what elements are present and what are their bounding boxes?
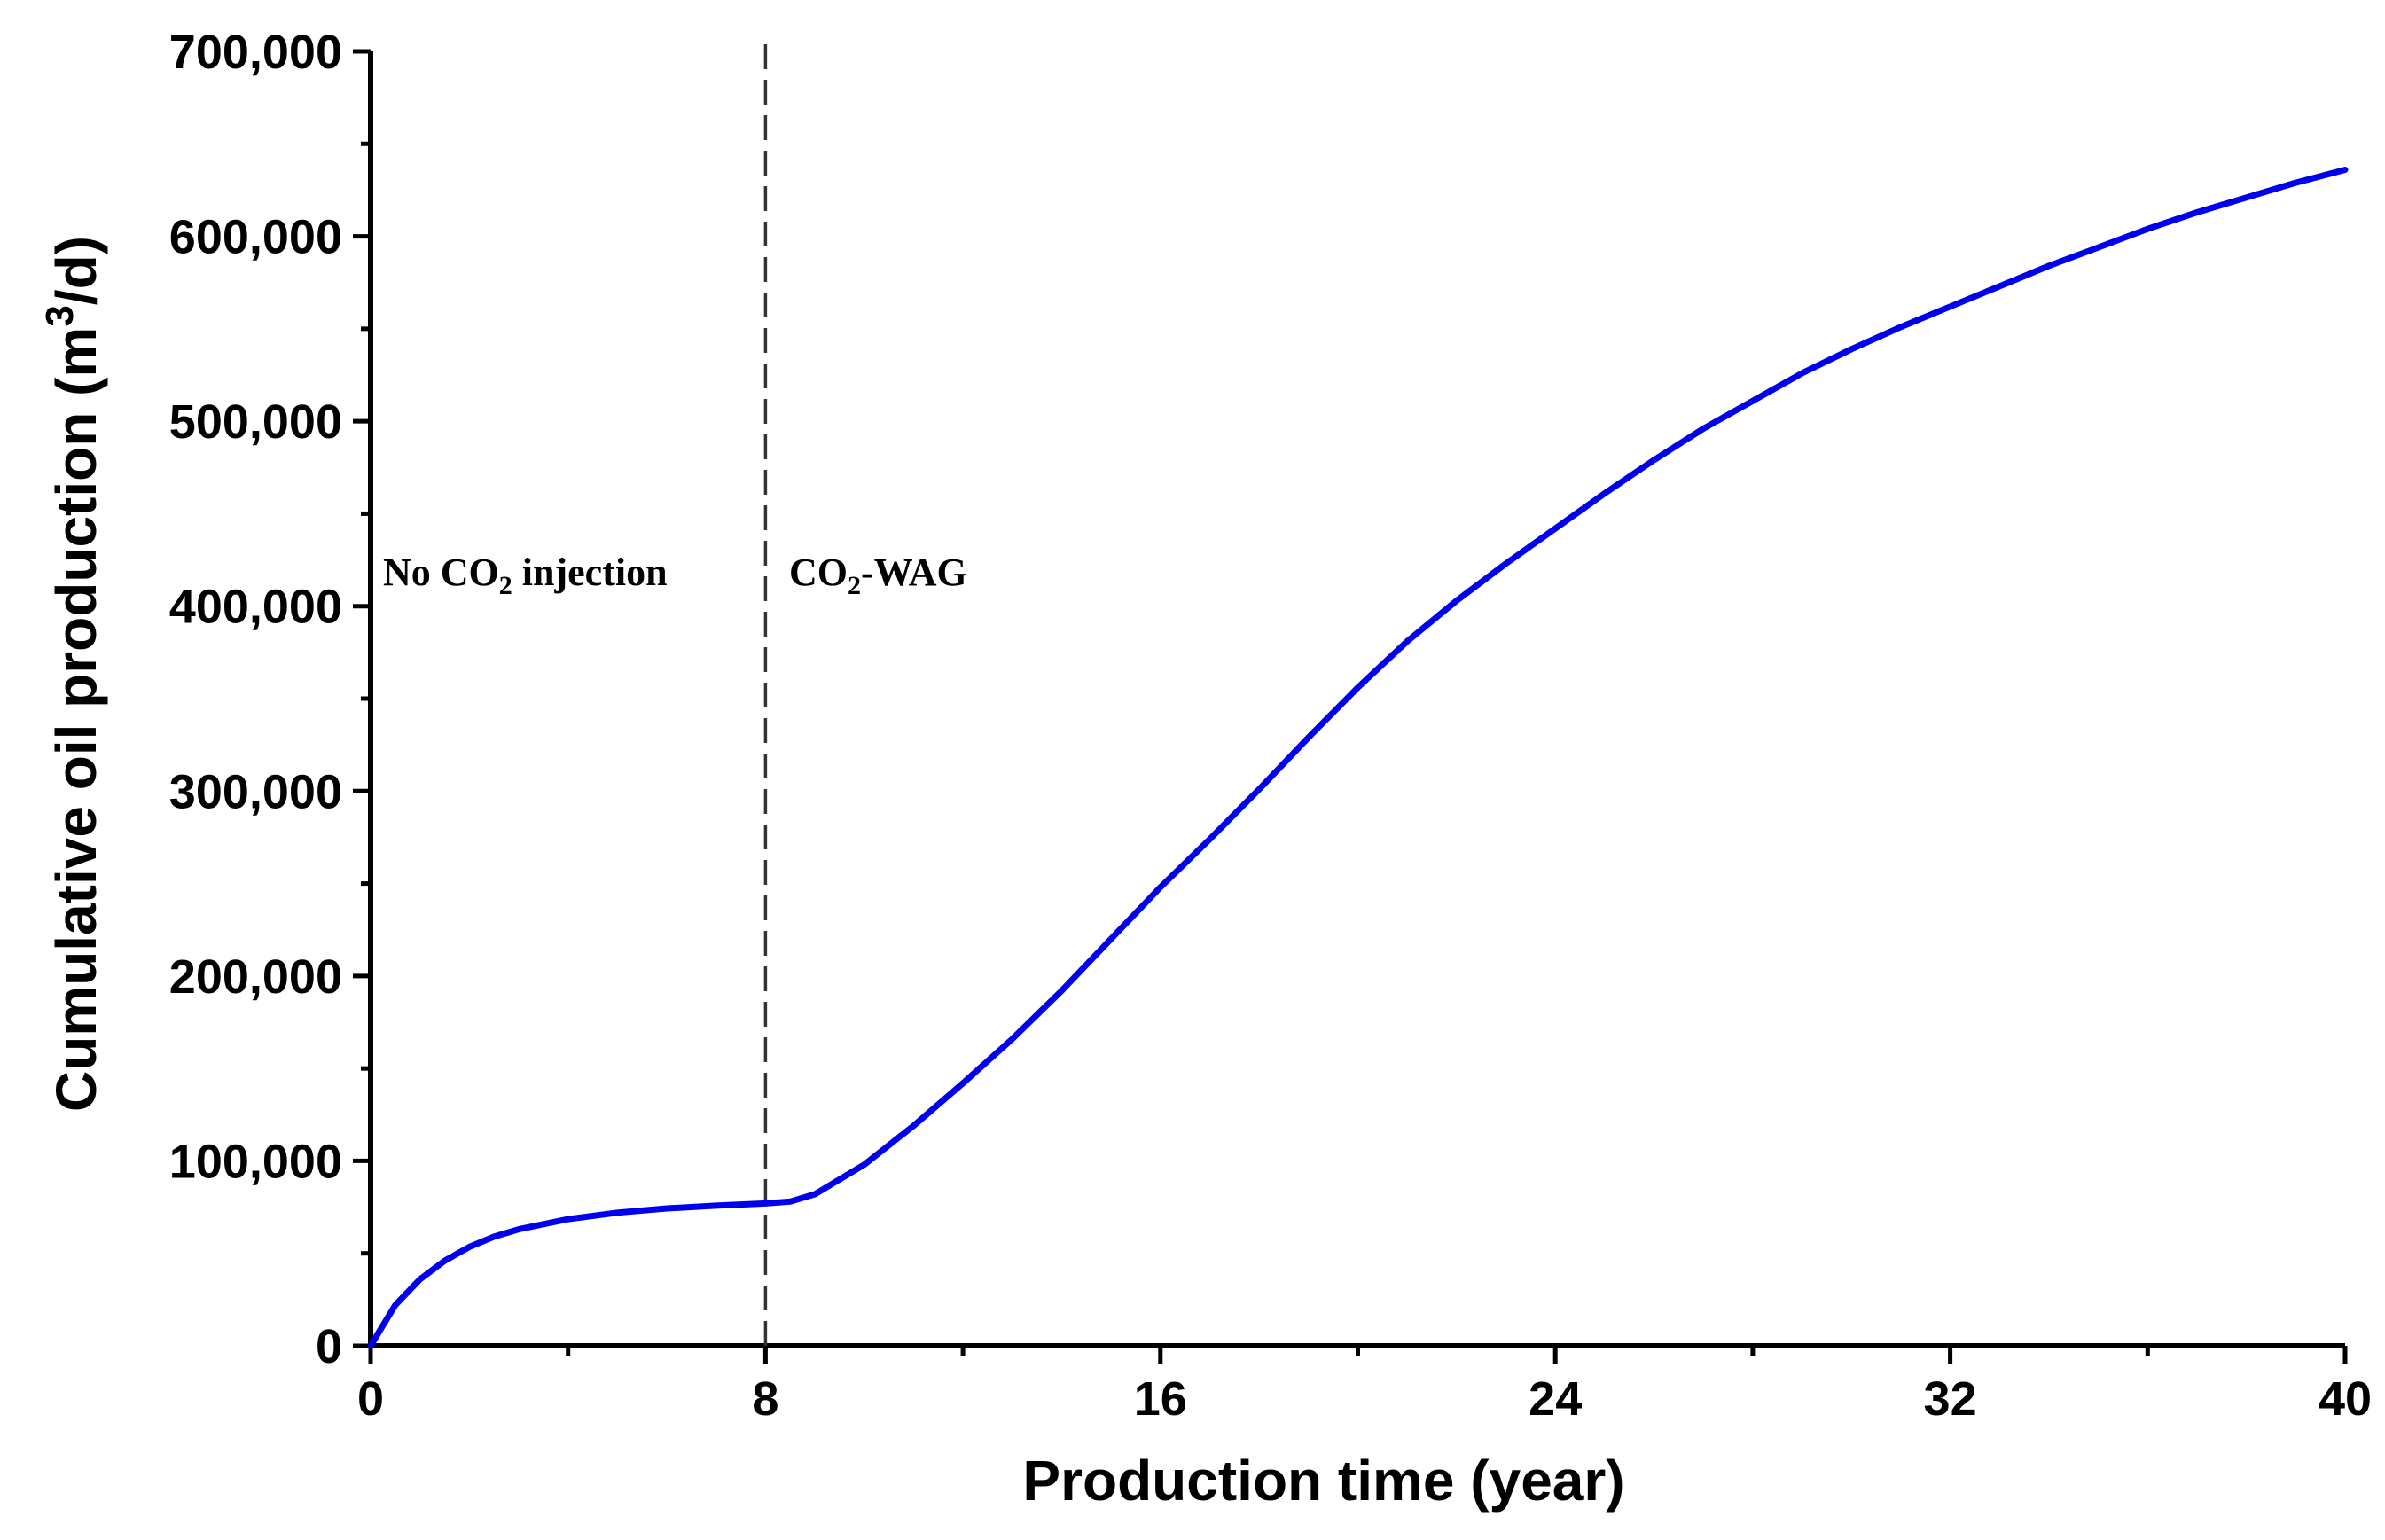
- y-tick-label: 0: [316, 1320, 342, 1373]
- x-tick-label: 8: [752, 1372, 778, 1426]
- annotation-co2-wag: CO2-WAG: [789, 551, 967, 600]
- series-layer: [367, 167, 2349, 1349]
- axes: 0 8 16 24 32 40 0 100,000 200,000 300,000 400,000 5…: [169, 26, 2372, 1426]
- x-tick-label: 24: [1529, 1372, 1582, 1426]
- series-line: [367, 167, 2349, 1349]
- y-axis-title: Cumulative oil production (m3/d): [38, 236, 108, 1112]
- x-tick-label: 32: [1924, 1372, 1977, 1426]
- x-tick-label: 16: [1134, 1372, 1187, 1426]
- y-tick-label: 300,000: [169, 765, 342, 818]
- y-tick-label: 400,000: [169, 581, 342, 634]
- y-tick-label: 700,000: [169, 26, 342, 79]
- y-tick-label: 600,000: [169, 211, 342, 264]
- x-tick-label: 0: [357, 1372, 384, 1426]
- x-tick-label: 40: [2319, 1372, 2372, 1426]
- y-tick-label: 500,000: [169, 395, 342, 449]
- y-tick-label: 200,000: [169, 950, 342, 1004]
- y-tick-label: 100,000: [169, 1135, 342, 1188]
- annotation-no-co2-injection: No CO2 injection: [383, 551, 668, 600]
- x-axis-title: Production time (year): [1022, 1449, 1624, 1513]
